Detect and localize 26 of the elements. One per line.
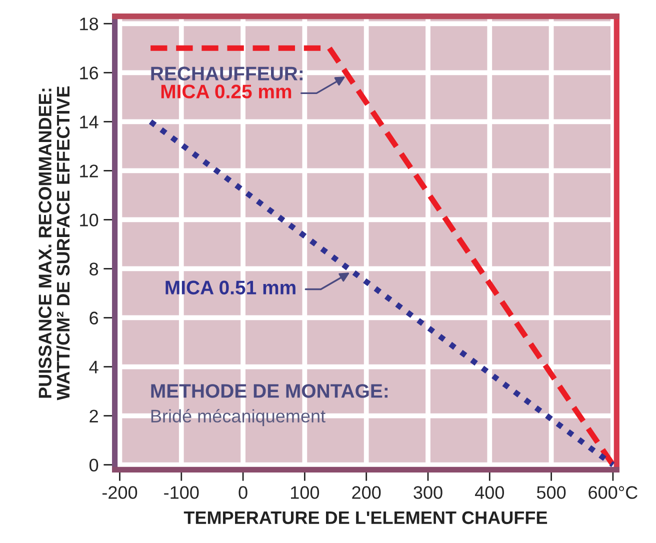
x-tick-label: -100 [164, 486, 199, 499]
y-tick-label: 6 [90, 312, 98, 324]
x-tick-label: -200 [102, 486, 138, 499]
y-tick-label: 16 [80, 66, 98, 80]
y-tick-label: 12 [80, 164, 98, 178]
x-tick-label: 300 [414, 486, 442, 499]
y-tick-label: 4 [89, 360, 98, 374]
annotation: RECHAUFFEUR: [151, 66, 303, 80]
annotation: MICA 0.25 mm [161, 84, 292, 98]
y-axis-title: PUISSANCE MAX. RECOMMANDEE: WATT/CM² DE SURFACE EFFECTIVE [38, 86, 70, 400]
y-tick-label: 18 [80, 18, 98, 30]
x-tick-label: 200 [352, 486, 381, 499]
x-tick-label: 100 [291, 486, 320, 499]
annotation: Bridé mécaniquement [151, 409, 326, 426]
x-axis-title: TEMPERATURE DE L'ELEMENT CHAUFFE [184, 511, 548, 524]
annotation: METHODE DE MONTAGE: [151, 384, 388, 398]
y-tick-label: 0 [89, 458, 98, 472]
y-tick-label: 8 [90, 262, 98, 276]
x-tick-label: 500 [536, 486, 566, 499]
x-tick-label: 600°C [588, 486, 638, 499]
y-tick-label: 10 [80, 214, 98, 226]
annotation: MICA 0.51 mm [166, 280, 296, 294]
x-tick-label: 400 [474, 486, 504, 499]
x-tick-label: 0 [238, 486, 248, 499]
y-tick-label: 2 [90, 410, 98, 422]
y-tick-label: 14 [80, 116, 98, 128]
